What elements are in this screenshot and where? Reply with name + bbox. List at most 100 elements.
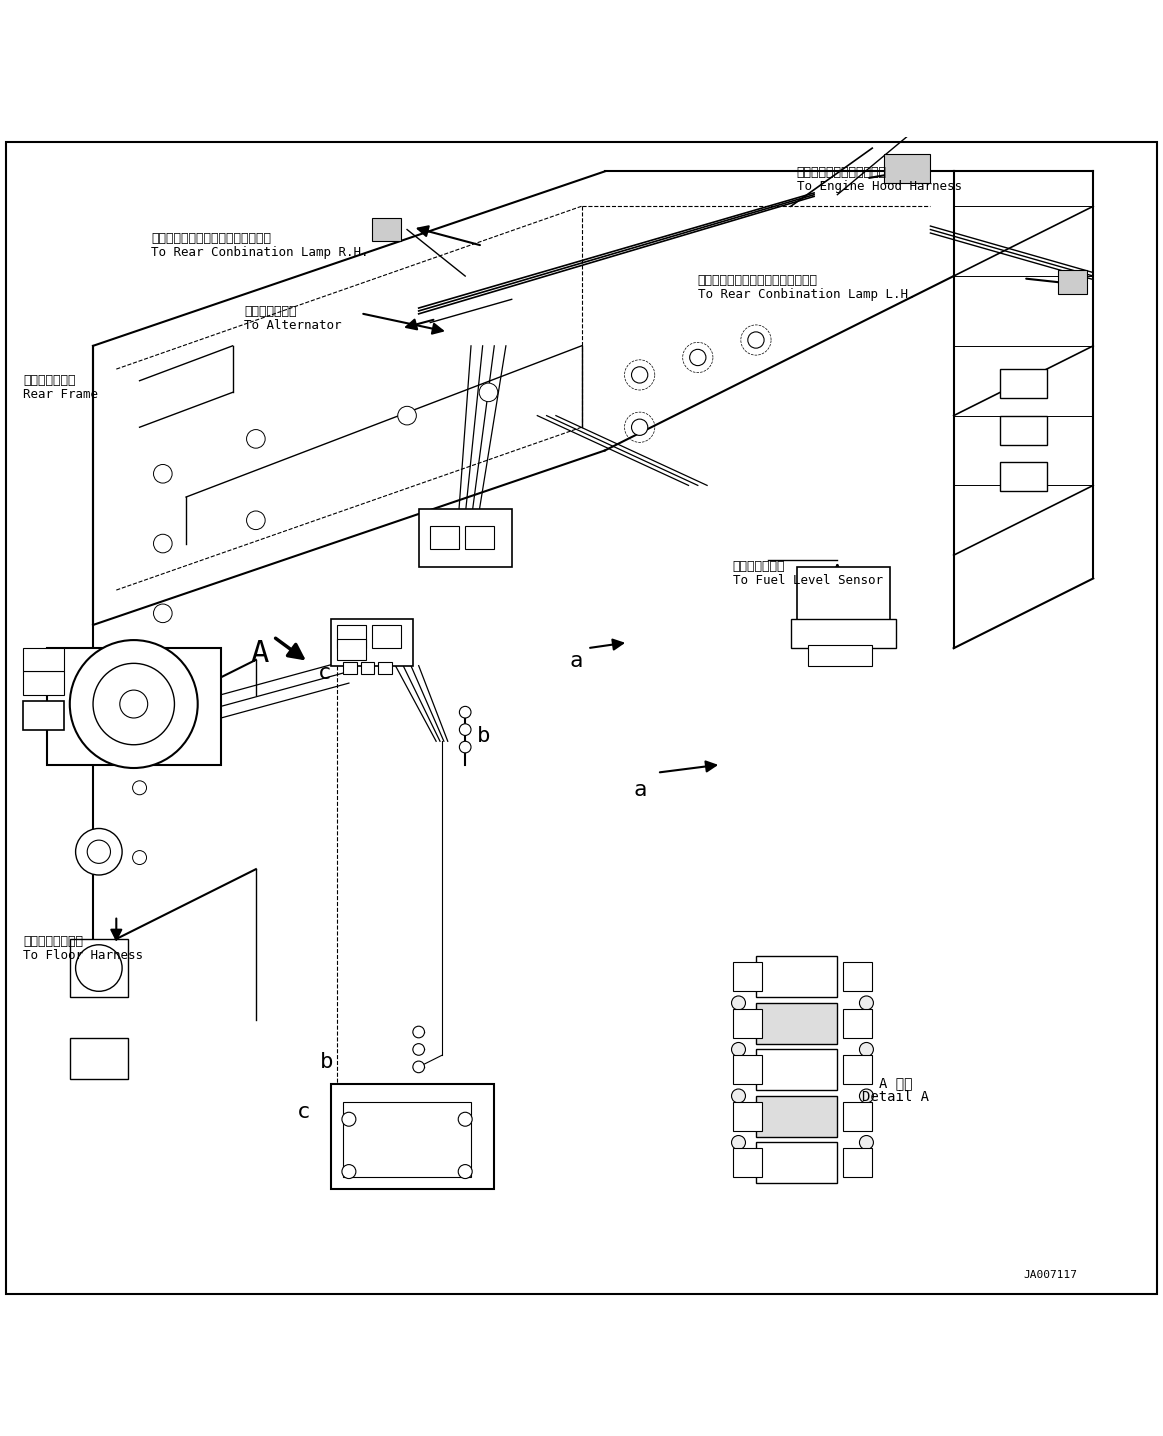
Bar [756,1050,837,1090]
Text: a: a [570,651,584,671]
Bar [343,1101,471,1178]
Circle shape [133,850,147,864]
Bar [756,956,837,997]
Circle shape [732,997,745,1010]
Bar [23,672,64,695]
Bar [733,1149,762,1178]
Circle shape [120,691,148,718]
Circle shape [93,663,174,745]
Text: A 詳細: A 詳細 [879,1076,912,1090]
Text: リヤーフレーム: リヤーフレーム [23,373,76,386]
Circle shape [748,332,764,348]
Text: To Engine Hood Harness: To Engine Hood Harness [797,180,962,192]
Bar [70,1038,128,1078]
Bar [797,567,890,630]
Bar [372,218,401,241]
Circle shape [154,464,172,482]
Text: リヤーコンビネーションランプ左へ: リヤーコンビネーションランプ左へ [698,274,818,287]
Text: Detail A: Detail A [862,1090,929,1104]
Circle shape [133,711,147,725]
Text: リヤーコンビネーションランプ右へ: リヤーコンビネーションランプ右へ [151,231,271,246]
Bar [419,508,512,567]
Text: フェルセンサへ: フェルセンサへ [733,560,785,573]
Text: To Floor Harness: To Floor Harness [23,949,143,962]
Circle shape [458,1113,472,1126]
Circle shape [76,829,122,875]
Circle shape [859,1088,873,1103]
Bar [843,1055,872,1084]
Circle shape [859,997,873,1010]
Text: a: a [634,780,648,800]
Circle shape [859,1136,873,1149]
Bar [756,1143,837,1183]
Text: b: b [477,727,491,747]
Bar [1000,369,1047,398]
Text: Rear Frame: Rear Frame [23,388,98,401]
Text: c: c [297,1101,311,1122]
Circle shape [70,640,198,768]
Circle shape [87,840,110,863]
Circle shape [458,1165,472,1179]
Bar [756,1096,837,1137]
Bar [343,662,357,673]
Circle shape [479,383,498,402]
Circle shape [247,429,265,448]
Circle shape [154,534,172,553]
Text: To Fuel Level Sensor: To Fuel Level Sensor [733,574,883,587]
Bar [843,1008,872,1038]
Circle shape [459,741,471,752]
Circle shape [632,366,648,383]
Bar [47,648,221,764]
Bar [337,639,366,661]
Text: b: b [320,1051,334,1071]
Circle shape [247,511,265,530]
Bar [372,625,401,648]
Text: オルタネータへ: オルタネータへ [244,304,297,319]
Bar [733,1101,762,1132]
Text: To Alternator: To Alternator [244,319,342,332]
Text: フロアハーネスへ: フロアハーネスへ [23,935,84,949]
Circle shape [732,1136,745,1149]
Bar [430,526,459,550]
Text: To Rear Conbination Lamp L.H.: To Rear Conbination Lamp L.H. [698,287,915,300]
Bar [884,154,930,182]
Bar [23,701,64,729]
Circle shape [413,1044,424,1055]
Circle shape [133,781,147,794]
Circle shape [413,1027,424,1038]
Circle shape [859,1043,873,1057]
Circle shape [133,653,147,666]
Circle shape [81,1044,116,1078]
Circle shape [732,1043,745,1057]
Circle shape [690,349,706,366]
Bar [465,526,494,550]
Circle shape [398,406,416,425]
Bar [756,1002,837,1044]
Text: JA007117: JA007117 [1023,1271,1077,1281]
Circle shape [342,1165,356,1179]
Bar [843,962,872,991]
Bar [733,1008,762,1038]
Bar [843,1101,872,1132]
Bar [1000,415,1047,445]
Text: To Rear Conbination Lamp R.H.: To Rear Conbination Lamp R.H. [151,246,369,258]
Bar [23,648,64,672]
Bar [361,662,374,673]
Bar [808,645,872,666]
Circle shape [76,945,122,991]
Circle shape [632,419,648,435]
Circle shape [342,1113,356,1126]
Text: エンジンフードハーネスへ: エンジンフードハーネスへ [797,165,886,178]
Bar [843,1149,872,1178]
Circle shape [413,1061,424,1073]
Bar [331,1084,494,1189]
Bar [70,939,128,997]
Text: c: c [317,663,331,684]
Bar [791,619,896,648]
Bar [337,625,366,648]
Circle shape [732,1088,745,1103]
Circle shape [459,724,471,735]
Bar [733,1055,762,1084]
Text: A: A [250,639,269,668]
Circle shape [154,605,172,623]
